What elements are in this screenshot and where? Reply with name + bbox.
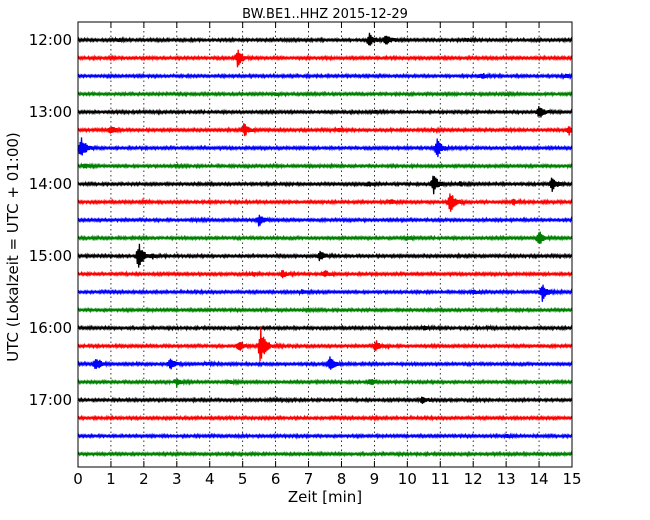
seismogram-trace [77,175,573,195]
seismogram-trace [77,378,573,388]
y-axis-ticks: 12:00 13:00 14:00 15:00 16:00 17:00 [29,31,572,409]
seismogram-trace [77,243,573,268]
y-tick-label: 14:00 [29,175,72,193]
y-tick-label: 16:00 [29,319,72,337]
seismogram-trace [77,396,573,404]
seismogram-trace [77,162,573,170]
seismogram-trace [77,284,573,302]
x-tick-label: 5 [238,470,248,488]
x-tick-label: 10 [398,470,417,488]
x-tick-label: 4 [205,470,215,488]
x-tick-label: 2 [139,470,149,488]
seismogram-trace [77,432,573,440]
x-tick-label: 11 [431,470,450,488]
x-tick-label: 12 [464,470,483,488]
x-tick-label: 8 [337,470,347,488]
y-tick-label: 12:00 [29,31,72,49]
seismogram-trace [77,106,573,118]
x-tick-label: 14 [530,470,549,488]
seismogram-trace [77,90,573,99]
seismogram-trace [77,326,573,361]
chart-title: BW.BE1..HHZ 2015-12-29 [242,7,408,22]
seismogram-trace [77,214,573,227]
seismogram-trace [77,72,573,81]
seismogram-trace [77,323,573,332]
seismogram-trace [77,414,573,422]
seismogram-trace [77,32,573,46]
seismogram-trace [77,231,573,244]
x-tick-label: 0 [73,470,83,488]
seismogram-trace [77,49,573,68]
plot-frame [77,21,573,468]
seismogram-traces [77,32,573,458]
x-tick-label: 3 [172,470,182,488]
x-tick-label: 6 [271,470,281,488]
x-tick-label: 7 [304,470,314,488]
y-tick-label: 17:00 [29,391,72,409]
seismogram-trace [77,306,573,314]
seismogram-trace [77,123,573,137]
x-tick-label: 15 [562,470,581,488]
seismogram-trace [77,193,573,212]
seismogram-trace [77,270,573,279]
seismogram-trace [77,356,573,370]
x-tick-label: 13 [497,470,516,488]
y-tick-label: 13:00 [29,103,72,121]
x-axis-label: Zeit [min] [288,488,362,506]
y-axis-label: UTC (Lokalzeit = UTC + 01:00) [4,132,22,362]
y-tick-label: 15:00 [29,247,72,265]
seismogram-trace [77,450,573,458]
x-tick-label: 1 [106,470,116,488]
x-axis-ticks: 0 1 2 3 4 5 6 7 8 9 10 11 12 13 14 15 [73,22,582,488]
seismogram-trace [77,137,573,158]
x-tick-label: 9 [370,470,380,488]
